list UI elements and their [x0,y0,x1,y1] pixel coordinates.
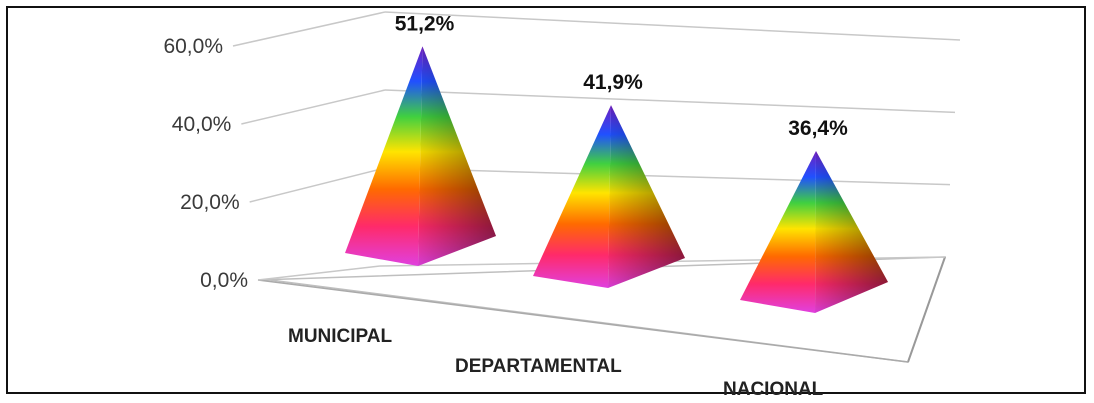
pyramid-departamental [533,105,685,288]
chart-border [6,6,1086,394]
pyramids [345,46,888,313]
data-labels: 51,2% 41,9% 36,4% [395,12,848,140]
pyramid-municipal [345,46,496,266]
y-axis-ticks: 0,0% 20,0% 40,0% 60,0% [163,35,248,292]
y-tick-label: 0,0% [200,269,248,292]
y-tick-label: 60,0% [163,35,223,58]
pyramid-face-shade [608,105,685,288]
category-label: MUNICIPAL [288,326,393,347]
pyramid-face-shade [418,46,496,266]
category-labels: MUNICIPAL DEPARTAMENTAL NACIONAL [288,326,824,400]
y-tick-label: 40,0% [172,113,232,136]
floor-edge-right [907,256,946,363]
pyramid-nacional [740,151,888,313]
pyramid-face-front [740,151,816,313]
data-label: 41,9% [583,71,643,94]
gridline-left [241,89,386,125]
data-label: 36,4% [788,117,848,140]
y-tick-label: 20,0% [180,191,240,214]
data-label: 51,2% [395,12,455,35]
pyramid-face-front [345,46,423,266]
gridline-left [257,265,381,281]
gridline [384,167,951,186]
pyramid-face-shade [815,151,888,313]
category-label: DEPARTAMENTAL [455,356,622,377]
gridline-left [249,167,386,203]
pyramid-face-front [533,105,611,288]
gridline [384,11,961,41]
gridline [384,89,956,114]
gridline-left [232,11,386,47]
floor-edge-front [257,279,909,363]
category-label: NACIONAL [723,379,824,400]
chart-floor [257,256,947,363]
